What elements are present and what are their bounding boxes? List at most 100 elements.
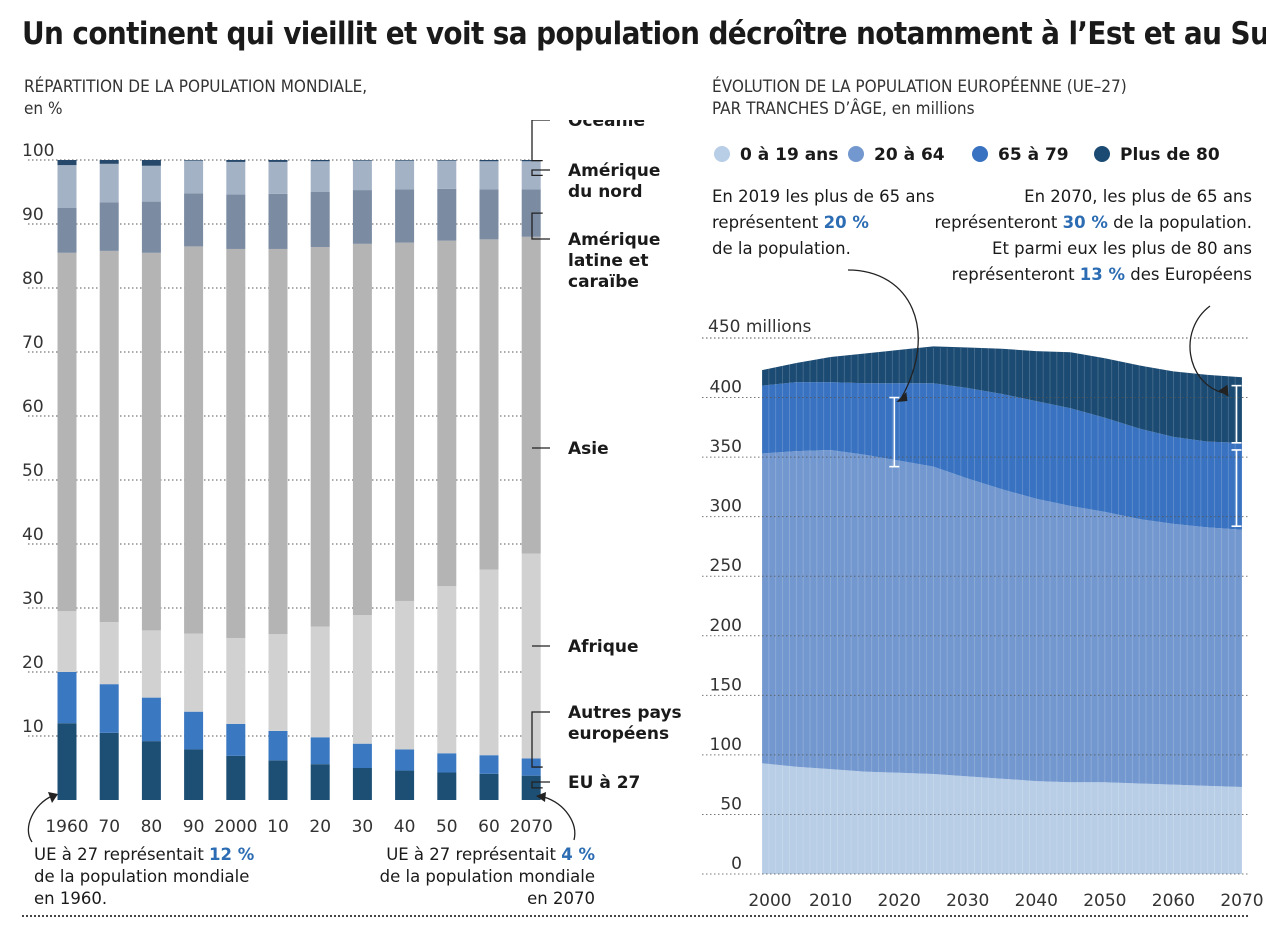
- bar-segment: [352, 768, 372, 800]
- area-layer: [762, 449, 1242, 788]
- y-top-label: 450 millions: [708, 317, 811, 337]
- annotation-arrow: [847, 269, 919, 401]
- x-tick-label: 1960: [45, 817, 88, 837]
- bar-segment: [437, 160, 457, 189]
- bar-segment: [395, 189, 415, 243]
- bar-segment: [184, 246, 204, 634]
- annotation-line: de la population mondiale: [380, 867, 595, 886]
- right-chart-title-line1: ÉVOLUTION DE LA POPULATION EUROPÉENNE (U…: [712, 77, 1127, 97]
- bar-segment: [310, 161, 330, 192]
- right-chart-title-line2-text: PAR TRANCHES D’ÂGE,: [712, 99, 887, 119]
- legend-label: Plus de 80: [1120, 145, 1220, 165]
- x-tick-label: 2060: [1152, 891, 1195, 911]
- year-stripes: [761, 348, 1243, 874]
- annotation-line: représenteront: [935, 213, 1063, 232]
- page-title: Un continent qui vieillit et voit sa pop…: [22, 16, 1266, 52]
- bar-segment: [395, 770, 415, 800]
- y-tick-label: 90: [22, 205, 44, 225]
- y-tick-label: 100: [22, 141, 54, 161]
- bar-segment: [57, 672, 77, 724]
- area-layer: [762, 382, 1242, 530]
- series-label: Afrique: [568, 637, 639, 657]
- bar-segment: [268, 730, 288, 761]
- area-layer: [762, 346, 1242, 443]
- bar-segment: [310, 247, 330, 627]
- x-tick-label: 90: [183, 817, 205, 837]
- x-tick-label: 60: [478, 817, 500, 837]
- bar-segment: [479, 773, 499, 800]
- bar-segment: [521, 553, 541, 759]
- bar-segment: [395, 160, 415, 161]
- x-tick-label: 50: [436, 817, 458, 837]
- bar-segment: [268, 193, 288, 249]
- y-tick-label: 20: [22, 653, 44, 673]
- bar-segment: [437, 753, 457, 773]
- y-tick-label: 250: [710, 556, 742, 576]
- annotation-line: de la population.: [1108, 213, 1252, 232]
- y-tick-label: 350: [710, 437, 742, 457]
- eu-population-stacked-area-chart: 0 à 19 ans 20 à 64 65 à 79 Plus de 80 0 50 100…: [702, 145, 1264, 911]
- x-tick-label: 30: [352, 817, 374, 837]
- series-label-line: Amérique: [568, 161, 660, 181]
- annotation-value: 20 %: [824, 213, 870, 232]
- x-tick-label: 2040: [1015, 891, 1058, 911]
- bar-segment: [395, 160, 415, 190]
- series-label: Asie: [568, 439, 609, 459]
- bar-segment: [352, 743, 372, 768]
- bar-segment: [184, 160, 204, 194]
- legend-label: 65 à 79: [998, 145, 1069, 165]
- series-label-line: latine et: [568, 251, 648, 271]
- right-chart-title-line2: PAR TRANCHES D’ÂGE, en millions: [712, 98, 1127, 120]
- x-tick-label: 40: [394, 817, 416, 837]
- bar-segment: [99, 622, 119, 685]
- annotation-line: Et parmi eux les plus de 80 ans: [992, 239, 1252, 258]
- right-chart-title: ÉVOLUTION DE LA POPULATION EUROPÉENNE (U…: [712, 76, 1127, 120]
- bar-segment: [268, 161, 288, 194]
- bar-segment: [395, 242, 415, 601]
- y-tick-label: 400: [710, 378, 742, 398]
- leader-line: [531, 120, 550, 162]
- bar-segment: [268, 248, 288, 635]
- series-label-line: Océanie: [568, 120, 645, 131]
- annotation-line: en 1960.: [34, 889, 107, 908]
- bar-segment: [57, 208, 77, 253]
- y-tick-label: 10: [22, 717, 44, 737]
- bar-segment: [352, 243, 372, 616]
- bar-segment: [57, 160, 77, 166]
- left-chart-title: RÉPARTITION DE LA POPULATION MONDIALE, e…: [24, 76, 367, 120]
- bar-segment: [99, 163, 119, 203]
- bar-segment: [479, 569, 499, 756]
- bar-segment: [437, 188, 457, 241]
- bar-segment: [141, 160, 161, 166]
- bar-segment: [184, 193, 204, 247]
- bar-segment: [99, 250, 119, 623]
- bar-segment: [141, 201, 161, 253]
- left-chart-title-line: RÉPARTITION DE LA POPULATION MONDIALE,: [24, 77, 368, 97]
- bar-segment: [479, 239, 499, 570]
- annotation-line: en 2070: [527, 889, 595, 908]
- bar-segment: [521, 236, 541, 554]
- x-tick-label: 2010: [809, 891, 852, 911]
- left-chart-unit: en %: [24, 99, 63, 119]
- bar-segment: [268, 160, 288, 162]
- series-label: Autres pays européens: [568, 703, 682, 744]
- bar-segment: [521, 161, 541, 190]
- annotation-value: 4 %: [561, 845, 595, 864]
- series-label-line: du nord: [568, 182, 643, 202]
- legend-label: 0 à 19 ans: [740, 145, 838, 165]
- bar-segment: [437, 160, 457, 161]
- annotation-value: 13 %: [1080, 265, 1126, 284]
- annotation-1960: UE à 27 représentait 12 % de la populatio…: [34, 845, 255, 908]
- right-chart-unit: en millions: [891, 99, 975, 119]
- y-tick-label: 50: [720, 794, 742, 814]
- bar-segment: [184, 160, 204, 161]
- y-tick-label: 60: [22, 397, 44, 417]
- x-tick-label: 2000: [748, 891, 791, 911]
- y-tick-label: 100: [710, 735, 742, 755]
- bar-segment: [141, 165, 161, 202]
- annotation-line: représenteront: [952, 265, 1080, 284]
- x-tick-label: 2050: [1083, 891, 1126, 911]
- annotation-text: UE à 27 représentait: [386, 845, 561, 864]
- bar-segment: [99, 202, 119, 251]
- bar-segment: [184, 711, 204, 750]
